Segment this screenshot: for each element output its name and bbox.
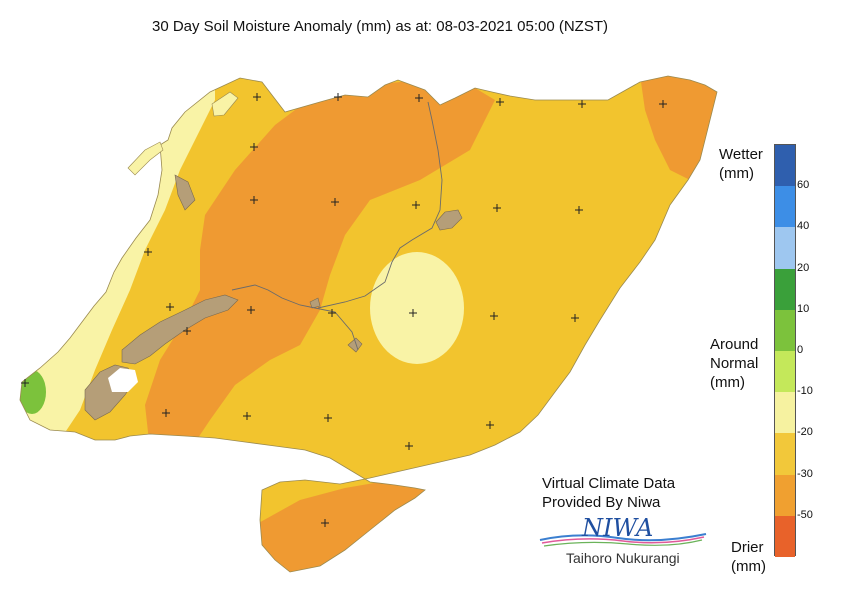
legend-tick-label: -20: [797, 426, 813, 439]
legend-tick-label: -10: [797, 385, 813, 398]
niwa-subtitle: Taihoro Nukurangi: [566, 550, 680, 566]
legend-swatch: [775, 268, 795, 311]
legend-tick-label: 0: [797, 344, 804, 356]
legend-tick-label: 60: [797, 179, 810, 192]
legend-color-bar: [774, 144, 796, 558]
legend-swatch: [775, 433, 795, 476]
legend-swatch: [775, 474, 795, 517]
credit-line-2: Provided By Niwa: [542, 494, 661, 511]
legend-swatch: [775, 515, 795, 558]
legend-tick-label: -30: [797, 467, 813, 480]
legend-swatch: [775, 145, 795, 187]
legend-tick-label: 20: [797, 261, 810, 274]
niwa-logo: NIWA: [539, 514, 707, 547]
niwa-wordmark: NIWA: [581, 514, 653, 542]
roads: [231, 101, 443, 351]
legend-swatch: [775, 351, 795, 393]
legend-bottom-label: Drier (mm): [731, 539, 766, 575]
map-title: 30 Day Soil Moisture Anomaly (mm) as at:…: [151, 18, 608, 35]
legend-tick-label: 40: [797, 220, 810, 233]
legend-swatch: [775, 186, 795, 228]
legend-swatch: [775, 392, 795, 434]
legend-swatch: [775, 309, 795, 352]
legend-tick-label: -50: [797, 508, 813, 521]
legend-tick-label: 10: [797, 302, 810, 315]
legend-middle-label: Around Normal (mm): [710, 336, 759, 391]
credit-line-1: Virtual Climate Data: [542, 475, 676, 492]
legend-top-label: Wetter (mm): [719, 146, 763, 182]
grid-markers: [21, 93, 667, 527]
legend-swatch: [775, 227, 795, 270]
data-credit: Virtual Climate Data Provided By Niwa: [542, 474, 675, 512]
